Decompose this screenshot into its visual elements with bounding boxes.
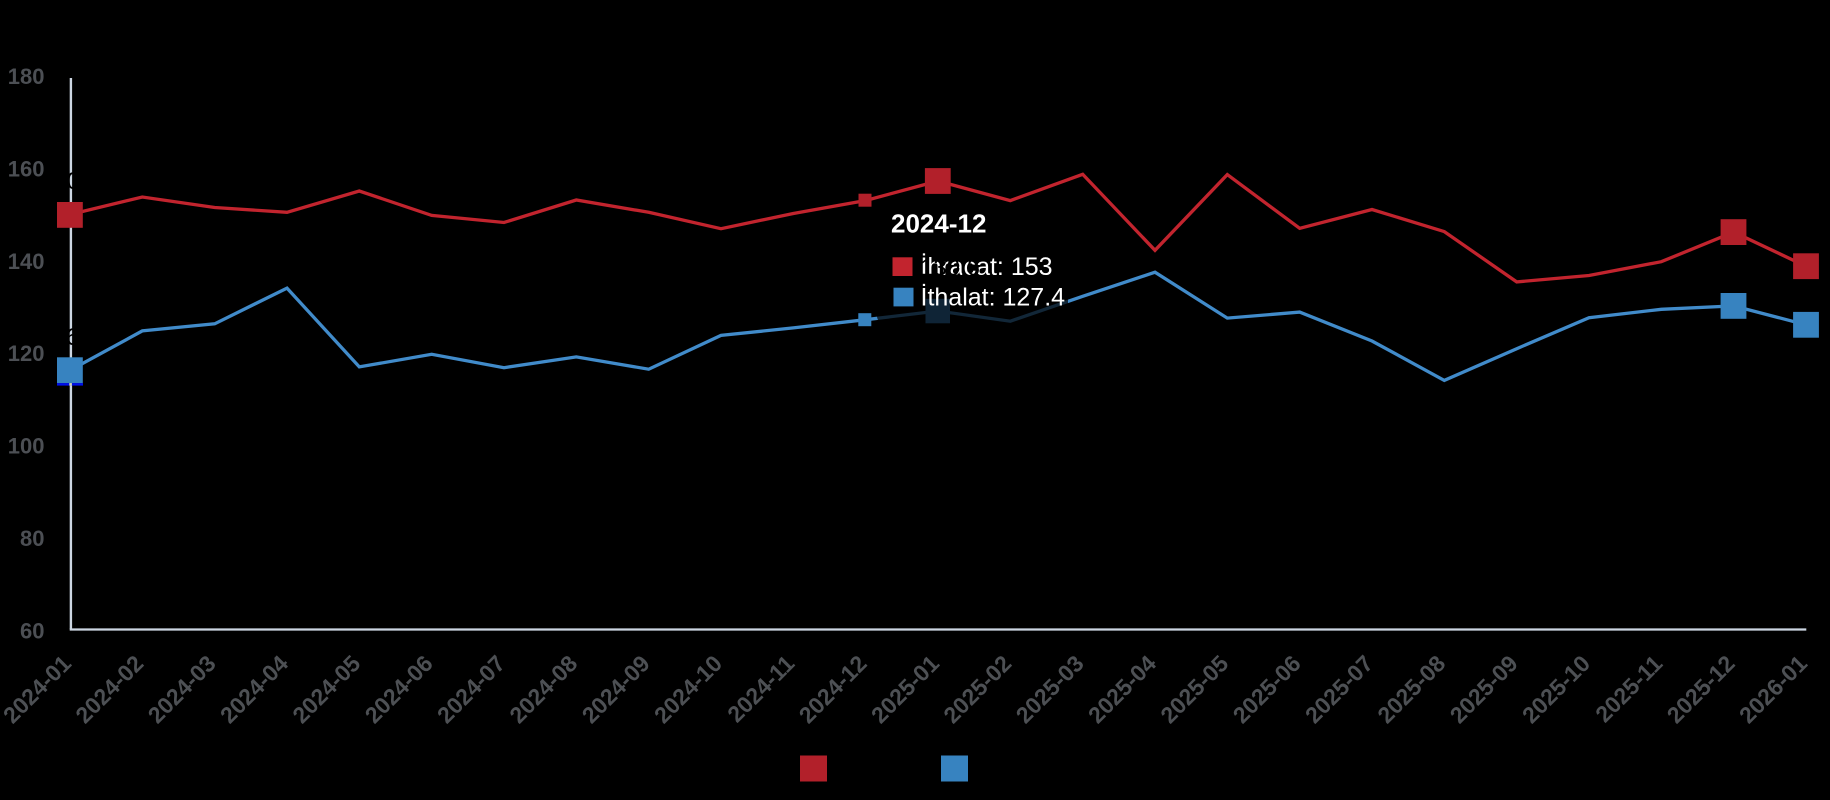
svg-text:2024-12: 2024-12 [891, 209, 986, 239]
svg-text:İthalat: 127.4: İthalat: 127.4 [921, 283, 1066, 312]
svg-text:150.1: 150.1 [40, 168, 100, 195]
svg-text:120: 120 [8, 341, 45, 366]
svg-text:60: 60 [20, 618, 44, 643]
svg-text:İthalat: İthalat [977, 756, 1043, 783]
svg-text:157.9: 157.9 [908, 134, 968, 161]
svg-text:İhracat: 153: İhracat: 153 [921, 252, 1053, 281]
svg-text:160: 160 [8, 157, 45, 182]
svg-text:140: 140 [8, 249, 45, 274]
svg-text:180: 180 [8, 64, 45, 89]
svg-text:80: 80 [20, 526, 44, 551]
svg-text:İhracat: İhracat [836, 756, 910, 783]
svg-text:116.3: 116.3 [41, 324, 99, 351]
svg-text:100: 100 [8, 434, 45, 459]
svg-text:130.6: 130.6 [920, 254, 980, 281]
